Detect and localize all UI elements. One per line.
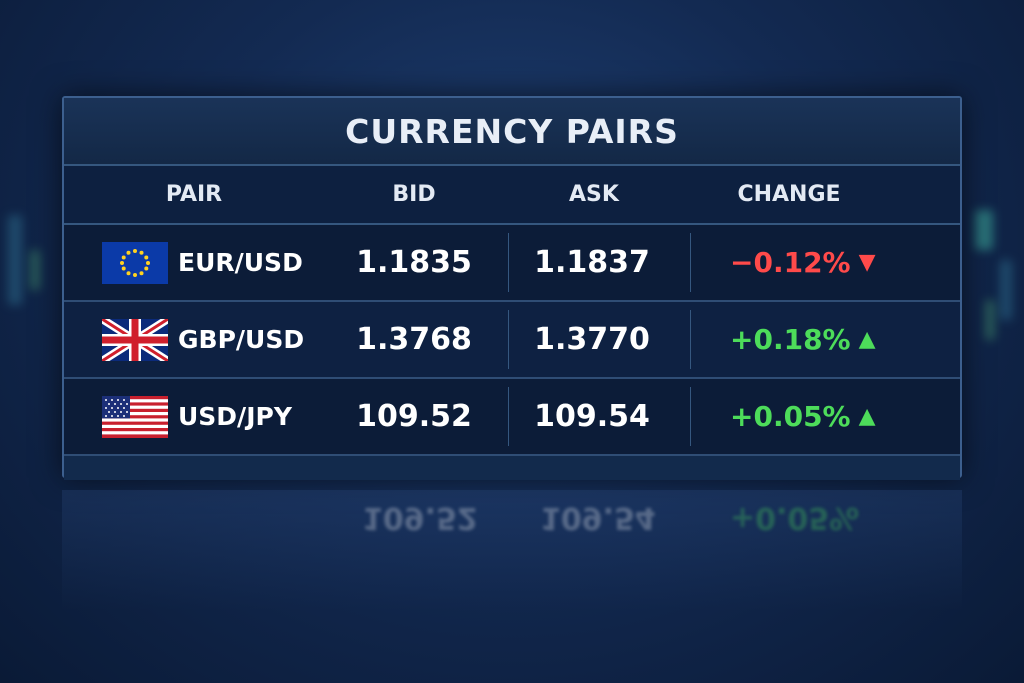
- ask-value: 1.1837: [534, 245, 650, 280]
- table-header: PAIR BID ASK CHANGE: [64, 166, 960, 225]
- column-header-ask: ASK: [569, 182, 619, 207]
- uk-flag-icon: [102, 318, 168, 361]
- reflection-ask: 109.54: [540, 500, 656, 535]
- pair-cell: GBP/USD: [102, 302, 362, 377]
- column-header-pair: PAIR: [165, 182, 223, 207]
- board-reflection: 109.52 109.54 +0.05%: [62, 490, 962, 610]
- pair-label: EUR/USD: [178, 248, 303, 277]
- change-cell: +0.05% ▲: [730, 379, 930, 454]
- board-title: CURRENCY PAIRS: [345, 111, 679, 151]
- up-arrow-icon: ▲: [858, 404, 876, 429]
- us-flag-icon: [102, 395, 168, 438]
- pair-label: USD/JPY: [178, 402, 292, 431]
- change-value: −0.12%: [730, 246, 851, 279]
- column-divider: [690, 387, 691, 446]
- currency-board: CURRENCY PAIRS PAIR BID ASK CHANGE EUR/U…: [62, 96, 962, 480]
- pair-cell: EUR/USD: [102, 225, 362, 300]
- column-divider: [690, 233, 691, 292]
- table-row: GBP/USD 1.3768 1.3770 +0.18% ▲: [64, 302, 960, 379]
- column-divider: [508, 233, 509, 292]
- column-divider: [508, 387, 509, 446]
- column-header-change: CHANGE: [737, 182, 841, 207]
- table-row: EUR/USD 1.1835 1.1837 −0.12% ▼: [64, 225, 960, 302]
- pair-cell: USD/JPY: [102, 379, 362, 454]
- change-cell: +0.18% ▲: [730, 302, 930, 377]
- title-bar: CURRENCY PAIRS: [64, 98, 960, 166]
- reflection-bid: 109.52: [362, 500, 478, 535]
- background-light: [975, 210, 993, 250]
- background-light: [8, 215, 22, 305]
- reflection-change: +0.05%: [730, 500, 860, 535]
- bid-value: 1.3768: [356, 322, 472, 357]
- change-value: +0.05%: [730, 400, 851, 433]
- ask-value: 1.3770: [534, 322, 650, 357]
- column-header-bid: BID: [392, 182, 436, 207]
- ask-value: 109.54: [534, 399, 650, 434]
- column-divider: [508, 310, 509, 369]
- eu-flag-icon: [102, 241, 168, 284]
- table-row: USD/JPY 109.52 109.54 +0.05% ▲: [64, 379, 960, 456]
- change-value: +0.18%: [730, 323, 851, 356]
- background-light: [30, 250, 40, 290]
- down-arrow-icon: ▼: [858, 250, 876, 275]
- change-cell: −0.12% ▼: [730, 225, 930, 300]
- bid-value: 1.1835: [356, 245, 472, 280]
- column-divider: [690, 310, 691, 369]
- background-light: [985, 300, 995, 340]
- pair-label: GBP/USD: [178, 325, 305, 354]
- board-footer: [64, 456, 960, 480]
- bid-value: 109.52: [356, 399, 472, 434]
- up-arrow-icon: ▲: [858, 327, 876, 352]
- background-light: [1000, 260, 1012, 320]
